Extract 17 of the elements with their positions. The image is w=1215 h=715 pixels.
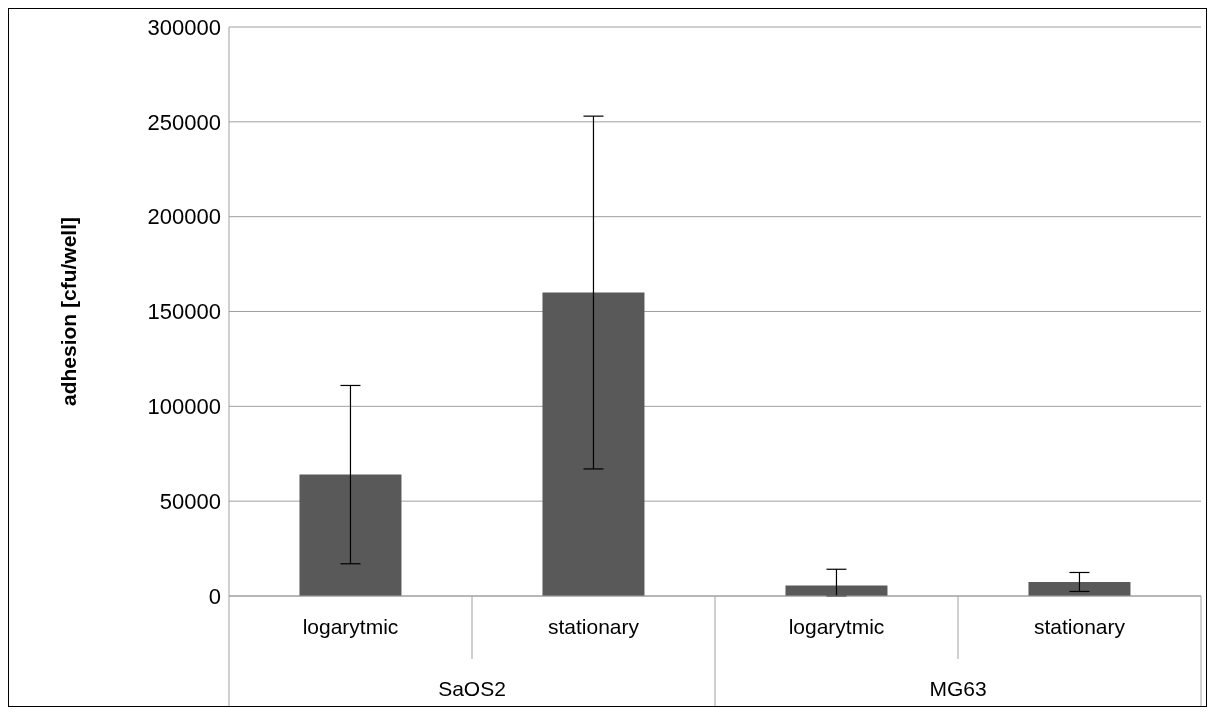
bar [542,292,645,596]
bar [1028,581,1131,596]
text: MG63 [929,677,987,700]
y-tick-label: 100000 [147,394,221,420]
y-tick-label: 0 [208,583,221,609]
y-tick-label: 300000 [147,14,221,40]
y-tick-label: 150000 [147,299,221,325]
y-tick-label: 200000 [147,204,221,230]
x-tick-label: stationary [547,615,640,638]
x-tick-label: logarytmic [788,615,885,638]
y-tick-label: 50000 [159,488,221,514]
y-tick-label: 250000 [147,109,221,135]
x-tick-label: logarytmic [302,615,399,638]
text: SaOS2 [438,677,506,700]
bar [299,474,402,596]
x-tick-label: stationary [1033,615,1126,638]
y-axis-title: adhesion [cfu/well] [57,216,81,407]
